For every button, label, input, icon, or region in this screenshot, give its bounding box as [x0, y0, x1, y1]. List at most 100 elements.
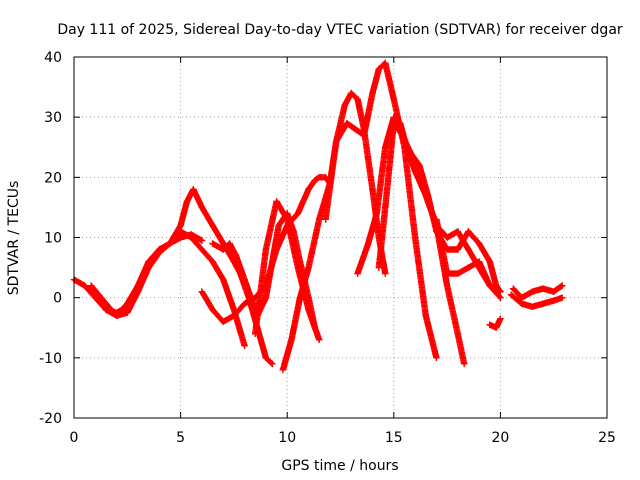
tick-marks	[73, 56, 608, 419]
data-point	[460, 360, 468, 368]
x-axis-label: GPS time / hours	[281, 458, 398, 474]
data-point	[369, 186, 376, 193]
y-axis-label: SDTVAR / TECUs	[6, 181, 22, 296]
data-point	[294, 210, 302, 217]
data-point	[220, 246, 227, 253]
data-point	[354, 95, 361, 103]
data-point	[124, 300, 131, 307]
data-point	[347, 89, 355, 97]
data-point	[443, 282, 451, 289]
data-point	[288, 336, 295, 343]
data-point	[518, 294, 525, 301]
data-point	[454, 228, 461, 235]
data-point	[209, 306, 216, 313]
data-point	[486, 258, 493, 265]
data-point	[399, 132, 406, 139]
data-point	[290, 228, 297, 235]
data-point	[220, 240, 227, 247]
data-point	[497, 315, 504, 322]
data-point	[475, 258, 483, 265]
data-point	[145, 258, 152, 265]
data-point	[247, 294, 255, 301]
series-13	[486, 315, 504, 331]
data-point	[269, 258, 276, 265]
data-point	[209, 258, 216, 265]
series-14	[507, 291, 566, 310]
data-point	[262, 246, 270, 253]
data-point	[454, 330, 461, 337]
data-point	[518, 300, 525, 307]
data-point	[113, 312, 120, 319]
data-point	[382, 59, 389, 67]
series-10	[375, 119, 504, 295]
x-tick-label: 0	[70, 430, 79, 446]
data-point	[390, 95, 397, 103]
data-point	[486, 321, 493, 328]
data-point	[134, 282, 142, 289]
data-point	[279, 366, 287, 374]
x-tick-label: 10	[278, 430, 296, 446]
data-point	[177, 222, 184, 229]
series-12	[433, 216, 504, 295]
y-tick-label: 20	[44, 170, 62, 186]
data-point	[497, 288, 504, 295]
data-point	[226, 240, 233, 247]
x-tick-label: 25	[598, 430, 616, 446]
x-tick-label: 15	[385, 430, 403, 446]
data-point	[529, 303, 536, 310]
data-point	[188, 234, 195, 241]
data-point	[262, 354, 270, 362]
data-point	[465, 228, 472, 235]
data-point	[209, 240, 216, 247]
data-point	[396, 119, 404, 127]
data-point	[443, 234, 451, 241]
data-point	[81, 282, 88, 289]
data-point	[375, 264, 383, 271]
data-point	[198, 288, 206, 295]
data-point	[382, 204, 389, 211]
y-tick-label: 30	[44, 110, 62, 126]
data-point	[360, 132, 368, 139]
data-point	[198, 237, 206, 244]
data-point	[87, 282, 95, 289]
data-point	[190, 186, 197, 193]
data-point	[369, 89, 376, 97]
data-point	[230, 312, 238, 319]
data-point	[269, 360, 276, 368]
data-point	[315, 174, 323, 181]
y-tick-label: 0	[53, 291, 62, 307]
data-point	[352, 126, 359, 133]
data-point	[509, 285, 517, 292]
series-7	[279, 89, 389, 374]
data-point	[559, 294, 566, 301]
data-point	[241, 276, 248, 283]
chart-title: Day 111 of 2025, Sidereal Day-to-day VTE…	[57, 22, 623, 38]
series-6	[252, 198, 323, 343]
data-point	[465, 264, 472, 271]
data-point	[156, 246, 163, 253]
data-point	[454, 270, 461, 277]
y-tick-labels: -20 -10 0 10 20 30 40	[39, 50, 62, 427]
data-point	[486, 282, 493, 289]
data-point	[465, 246, 472, 253]
data-point	[305, 264, 312, 271]
x-tick-labels: 0 5 10 15 20 25	[70, 430, 616, 446]
data-point	[102, 306, 110, 313]
y-tick-label: 10	[44, 231, 62, 247]
data-point	[322, 216, 329, 223]
data-point	[382, 144, 389, 151]
data-point	[407, 150, 415, 157]
x-tick-label: 20	[491, 430, 509, 446]
data-point	[284, 216, 291, 223]
data-point	[559, 282, 566, 289]
data-point	[411, 168, 419, 175]
y-tick-label: 40	[44, 50, 62, 66]
data-point	[475, 240, 483, 247]
data-point	[390, 113, 397, 121]
data-point	[550, 288, 557, 295]
data-point	[183, 198, 191, 205]
data-point	[232, 252, 240, 259]
data-point	[220, 318, 227, 325]
